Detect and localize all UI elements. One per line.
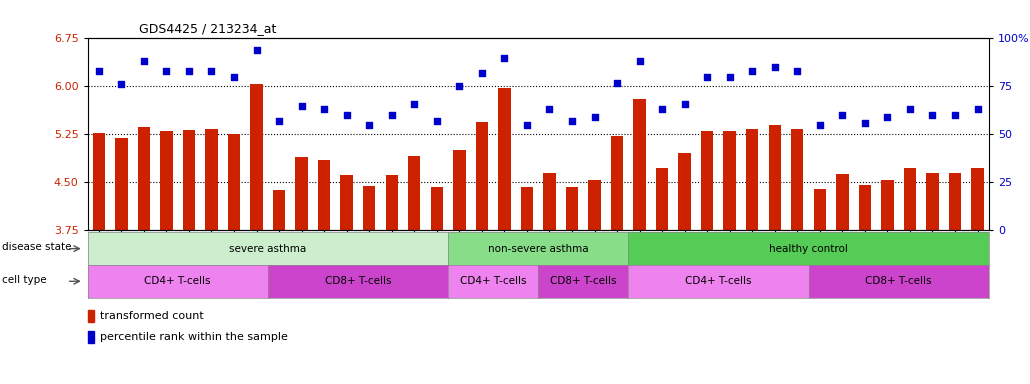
Point [901,106,918,113]
Bar [228,134,240,230]
Text: disease state: disease state [2,242,71,252]
Bar [161,131,173,230]
Bar [296,157,308,230]
Bar [723,131,735,230]
Bar [633,99,646,230]
Bar [205,129,217,230]
Bar [521,187,534,230]
Point [203,68,219,74]
Point [406,101,422,107]
Point [969,106,986,113]
Bar [768,125,781,230]
Bar [814,189,826,230]
Point [339,112,355,118]
Text: CD8+ T-cells: CD8+ T-cells [865,276,932,286]
Bar [318,160,331,230]
Point [631,58,648,65]
Point [383,112,400,118]
Bar [273,190,285,230]
Bar [341,175,353,230]
Bar [476,122,488,230]
Bar [926,173,938,230]
Point [451,83,468,89]
Point [563,118,580,124]
Point [654,106,671,113]
Bar [363,185,375,230]
Point [226,74,242,80]
Point [541,106,557,113]
Bar [115,138,128,230]
Point [360,122,377,128]
Point [880,114,896,120]
Bar [543,173,555,230]
Text: CD8+ T-cells: CD8+ T-cells [550,276,617,286]
Point [428,118,445,124]
Point [721,74,737,80]
Point [744,68,760,74]
Bar [499,88,511,230]
Bar [138,127,150,230]
Point [699,74,716,80]
Bar [408,156,420,230]
Text: CD4+ T-cells: CD4+ T-cells [459,276,526,286]
Bar [791,129,803,230]
Point [474,70,490,76]
Bar [88,310,94,322]
Bar [565,187,578,230]
Bar [882,180,894,230]
Bar [431,187,443,230]
Bar [949,173,961,230]
Point [766,64,783,70]
Point [159,68,175,74]
Text: healthy control: healthy control [769,243,848,254]
Bar [250,84,263,230]
Text: CD4+ T-cells: CD4+ T-cells [144,276,211,286]
Text: transformed count: transformed count [100,311,204,321]
Point [136,58,152,65]
Point [677,101,693,107]
Point [294,103,310,109]
Point [316,106,333,113]
Point [857,120,873,126]
Bar [611,136,623,230]
Point [180,68,197,74]
Text: CD8+ T-cells: CD8+ T-cells [324,276,391,286]
Bar [93,133,105,230]
Point [586,114,603,120]
Bar [385,175,398,230]
Point [496,55,513,61]
Text: percentile rank within the sample: percentile rank within the sample [100,332,288,342]
Bar [746,129,758,230]
Point [91,68,107,74]
Bar [453,151,466,230]
Point [519,122,536,128]
Bar [859,185,871,230]
Bar [679,153,691,230]
Bar [656,168,668,230]
Text: non-severe asthma: non-severe asthma [488,243,588,254]
Point [113,81,130,88]
Text: CD4+ T-cells: CD4+ T-cells [685,276,752,286]
Bar [88,331,94,343]
Text: GDS4425 / 213234_at: GDS4425 / 213234_at [139,22,276,35]
Point [248,47,265,53]
Point [834,112,851,118]
Bar [588,180,600,230]
Point [609,79,625,86]
Bar [182,130,195,230]
Bar [836,174,849,230]
Bar [701,131,714,230]
Bar [971,168,984,230]
Text: cell type: cell type [2,275,46,285]
Point [271,118,287,124]
Bar [903,168,916,230]
Point [789,68,805,74]
Text: severe asthma: severe asthma [230,243,307,254]
Point [812,122,828,128]
Point [947,112,963,118]
Point [924,112,940,118]
